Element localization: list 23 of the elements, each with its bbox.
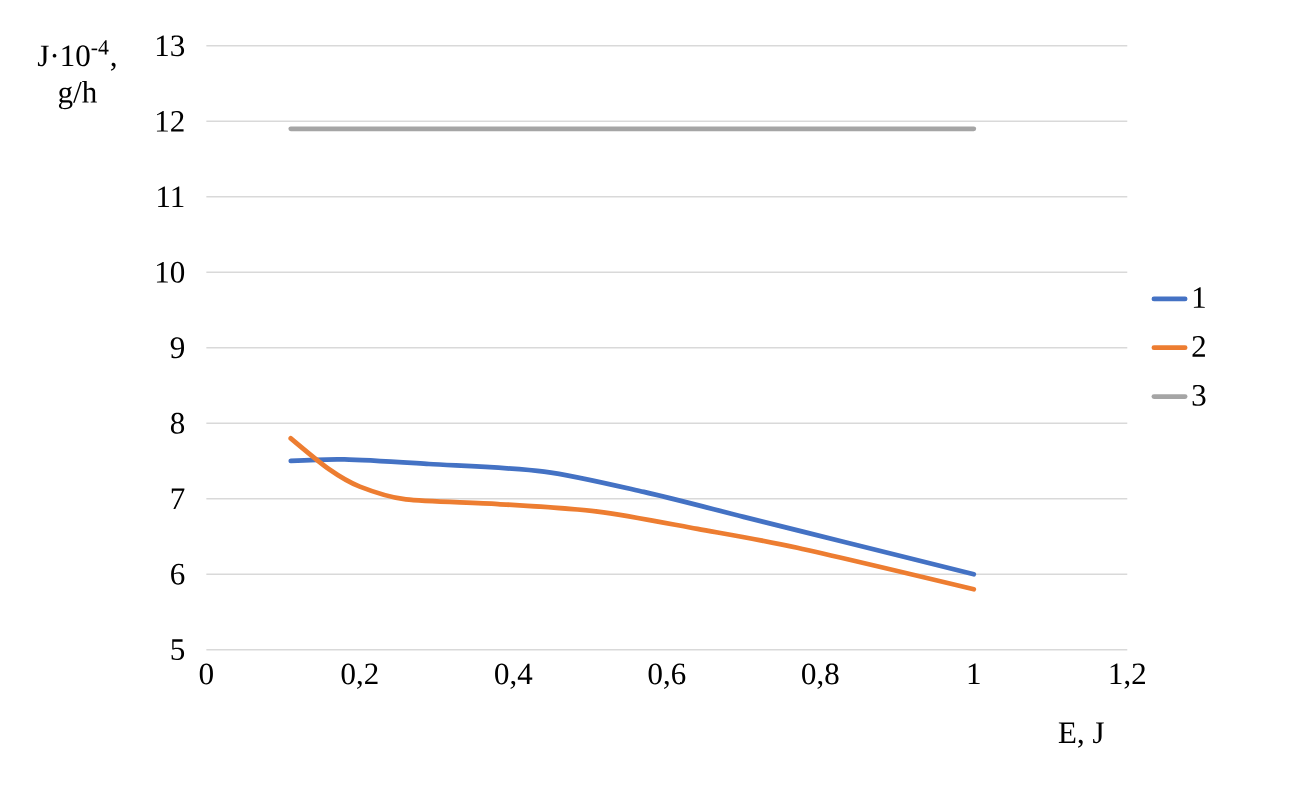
x-tick-label: 1	[968, 663, 980, 685]
legend-label: 2	[1192, 336, 1205, 357]
legend-label: 1	[1193, 287, 1205, 308]
y-tick-label: 10	[156, 261, 185, 283]
x-tick-label: 0	[199, 663, 213, 685]
x-tick-label: 0,4	[495, 663, 533, 689]
x-tick-label: 0,2	[341, 663, 378, 689]
y-tick-label: 8	[170, 412, 185, 434]
y-tick-label: 7	[171, 488, 185, 509]
x-axis-title: E, J	[1058, 722, 1104, 748]
line-series	[288, 457, 977, 577]
y-tick-label: 12	[156, 111, 184, 132]
x-tick-label: 1,2	[1110, 663, 1145, 689]
y-tick-label: 6	[171, 563, 185, 585]
y-tick-label: 13	[156, 35, 185, 57]
y-tick-label: 5	[171, 639, 185, 661]
line-series	[288, 436, 977, 592]
y-tick-label: 9	[170, 337, 185, 359]
y-tick-label: 11	[158, 186, 184, 208]
x-tick-label: 0,8	[802, 663, 839, 689]
legend-label: 3	[1192, 385, 1206, 406]
x-tick-label: 0,6	[648, 663, 686, 689]
y-axis-title: J·10$^{-4}$, g/h	[37, 40, 116, 110]
